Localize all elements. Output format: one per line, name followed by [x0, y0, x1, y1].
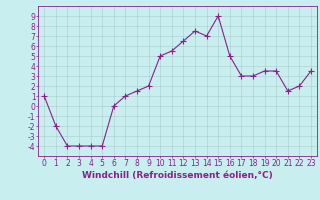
X-axis label: Windchill (Refroidissement éolien,°C): Windchill (Refroidissement éolien,°C) [82, 171, 273, 180]
